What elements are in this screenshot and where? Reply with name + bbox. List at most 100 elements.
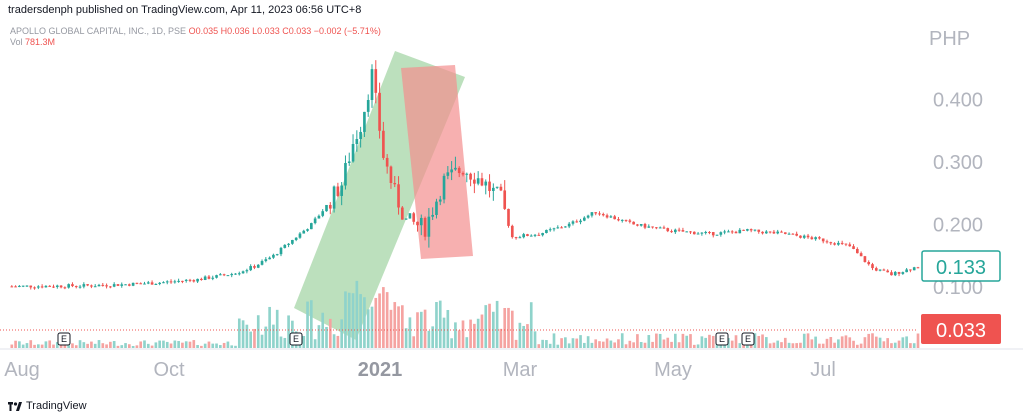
candle-body (203, 276, 207, 280)
candle-body (310, 223, 313, 230)
candle-body (655, 227, 658, 229)
volume-bar (859, 343, 863, 348)
candle-body (52, 286, 55, 288)
ohlc-change: −0.002 (−5.71%) (313, 26, 381, 36)
candle-body (882, 269, 886, 271)
candle-body (674, 229, 677, 233)
candle-body (518, 237, 522, 239)
candle-body (321, 211, 325, 216)
ohlc-high: H0.036 (220, 26, 250, 36)
volume-bar (328, 318, 332, 348)
volume-bar (825, 338, 829, 348)
candle-body (109, 286, 112, 288)
volume-bar (336, 335, 340, 348)
volume-bar (71, 343, 74, 348)
candle-body (780, 231, 783, 233)
candle-body (44, 285, 48, 288)
symbol-name: APOLLO GLOBAL CAPITAL, INC., 1D, PSE (10, 26, 187, 36)
volume-bar (780, 342, 783, 348)
volume-bar (332, 334, 336, 348)
candle-body (909, 269, 912, 271)
candle-body (461, 173, 465, 175)
candle-body (351, 143, 355, 162)
candle-body (25, 285, 29, 287)
candle-body (74, 286, 78, 288)
volume-bar (753, 333, 757, 348)
candle-body (454, 167, 457, 170)
earnings-marker (289, 332, 303, 346)
candle-body (291, 239, 294, 244)
volume-bar (215, 343, 218, 348)
volume-bar (78, 340, 82, 348)
price-chart[interactable]: PHP 0.100 0.200 0.300 0.400 0.133 0.033 E E E E Aug… (0, 0, 1023, 400)
volume-bar (165, 341, 169, 348)
candle-body (765, 231, 768, 234)
footer: TradingView (8, 400, 87, 412)
candle-body (499, 186, 503, 191)
candle-body (666, 228, 670, 232)
volume-bar (476, 318, 480, 348)
volume-bar (457, 330, 461, 348)
volume-bar (55, 342, 59, 348)
candle-body (757, 229, 761, 232)
volume-bar (128, 344, 131, 348)
volume-bar (310, 300, 313, 348)
volume-bar (514, 339, 518, 348)
candle-body (632, 221, 635, 225)
volume-bar (52, 344, 55, 348)
candle-body (825, 241, 829, 243)
candle-body (526, 234, 529, 236)
volume-bar (393, 302, 397, 348)
volume-bar (692, 344, 696, 348)
volume-bar (708, 334, 711, 348)
ohlc-close: C0.033 (282, 26, 312, 36)
volume-bar (818, 343, 821, 348)
candle-body (374, 69, 378, 93)
candle-body (378, 92, 381, 131)
volume-bar (419, 311, 423, 348)
volume-bar (150, 345, 154, 348)
volume-bar (211, 343, 215, 348)
candle-body (241, 271, 245, 274)
volume-bar (662, 339, 666, 348)
candle-body (181, 280, 184, 282)
volume-bar (711, 335, 715, 348)
candle-body (905, 269, 908, 273)
volume-bar (181, 342, 184, 348)
volume-bar (378, 293, 381, 348)
volume-bar (86, 343, 89, 348)
volume-bar (802, 333, 806, 348)
candle-body (473, 179, 476, 184)
candle-body (165, 281, 169, 283)
volume-bar (533, 331, 537, 348)
candle-body (878, 269, 882, 271)
volume-bar (268, 306, 271, 348)
candle-body (818, 237, 821, 239)
volume-bar (230, 345, 234, 348)
volume-bar (499, 328, 503, 348)
candle-body (78, 286, 82, 288)
volume-bar (510, 310, 514, 348)
x-tick-label: Oct (153, 359, 185, 381)
volume-bar (848, 337, 852, 348)
volume-bar (833, 342, 836, 348)
volume-bar (852, 340, 855, 348)
candle-body (306, 229, 309, 231)
candle-body (146, 282, 150, 284)
volume-bar (905, 336, 908, 348)
earnings-marker-label: E (293, 334, 299, 344)
volume-bar (14, 340, 17, 348)
candle-body (389, 166, 393, 183)
volume-bar (321, 312, 325, 348)
volume-bar (33, 344, 36, 348)
candle-body (465, 173, 469, 175)
candle-body (886, 270, 889, 273)
volume-bar (427, 330, 431, 348)
volume-bar (469, 319, 472, 348)
volume-bar (351, 293, 355, 348)
volume-bar (556, 344, 560, 348)
volume-bar (435, 302, 438, 348)
candle-body (715, 234, 719, 236)
candle-body (912, 267, 916, 271)
volume-bar (446, 309, 450, 348)
